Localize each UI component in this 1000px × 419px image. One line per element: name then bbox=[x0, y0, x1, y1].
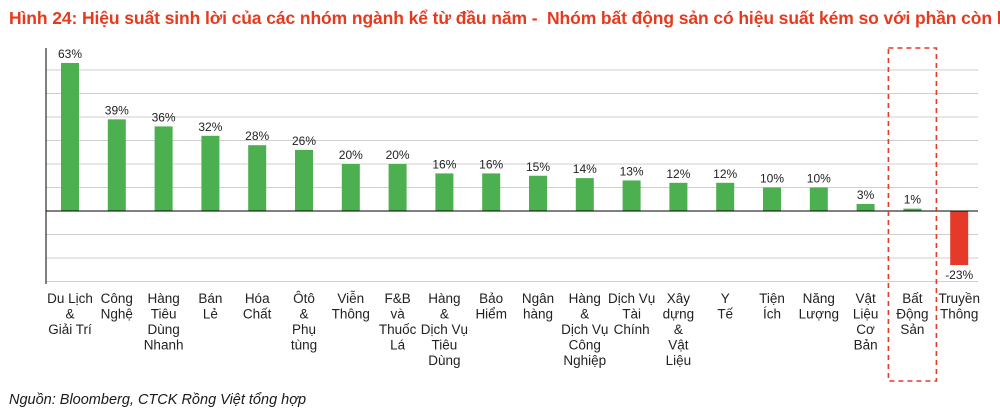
bar bbox=[950, 211, 969, 266]
value-label: 63% bbox=[58, 47, 82, 61]
category-label: Bán Lẻ bbox=[198, 291, 222, 322]
value-label: 14% bbox=[573, 162, 597, 176]
gridlines bbox=[46, 69, 978, 282]
chart-title: Hình 24: Hiệu suất sinh lời của các nhóm… bbox=[9, 8, 1000, 28]
value-label: -23% bbox=[945, 268, 973, 282]
category-label: Xây dựng & Vật Liệu bbox=[663, 291, 695, 368]
category-label: Ôtô & Phụ tùng bbox=[291, 291, 317, 353]
category-label: Tiện Ích bbox=[759, 291, 785, 322]
value-label: 12% bbox=[713, 167, 737, 181]
value-label: 36% bbox=[152, 110, 176, 124]
value-label: 20% bbox=[339, 148, 363, 162]
bar bbox=[154, 126, 173, 211]
category-label: Du Lịch & Giải Trí bbox=[47, 291, 93, 337]
bar bbox=[107, 119, 126, 211]
value-label: 3% bbox=[857, 188, 875, 202]
axes bbox=[45, 48, 978, 284]
category-label: Y Tế bbox=[717, 291, 733, 322]
value-label: 10% bbox=[807, 172, 831, 186]
value-label: 39% bbox=[105, 103, 129, 117]
highlight-box bbox=[887, 47, 938, 382]
value-label: 16% bbox=[479, 157, 503, 171]
bar bbox=[341, 164, 360, 211]
bar bbox=[201, 135, 220, 211]
category-label: Công Nghệ bbox=[101, 291, 133, 322]
category-label: Vật Liệu Cơ Bản bbox=[853, 291, 879, 353]
bar bbox=[903, 208, 922, 211]
category-label: Bảo Hiểm bbox=[475, 291, 507, 322]
bar bbox=[622, 180, 641, 211]
bar bbox=[61, 62, 79, 212]
chart-source: Nguồn: Bloomberg, CTCK Rồng Việt tổng hợ… bbox=[9, 392, 307, 408]
bar bbox=[763, 187, 781, 211]
bar bbox=[575, 178, 594, 211]
category-label: Ngân hàng bbox=[522, 291, 554, 322]
value-label: 15% bbox=[526, 160, 550, 174]
bar bbox=[482, 173, 501, 211]
value-labels: 63% 39% 36% 32% 28% 26% 20% 20% 16% 16% 15% 14% 13% 1… bbox=[58, 47, 974, 282]
bar bbox=[248, 145, 267, 211]
bar bbox=[856, 203, 875, 211]
category-label: Viễn Thông bbox=[332, 291, 370, 322]
value-label: 20% bbox=[386, 148, 410, 162]
bars bbox=[61, 62, 969, 266]
highlight-dashed-box bbox=[887, 47, 938, 382]
bar bbox=[435, 173, 454, 211]
bar bbox=[388, 164, 407, 211]
bar bbox=[295, 149, 313, 211]
bar bbox=[809, 187, 828, 211]
value-label: 12% bbox=[666, 167, 690, 181]
value-label: 13% bbox=[620, 164, 644, 178]
category-label: Hóa Chất bbox=[243, 291, 272, 322]
bar bbox=[529, 175, 547, 211]
category-label: Bất Động Sản bbox=[896, 291, 928, 337]
bar bbox=[716, 182, 735, 211]
category-label: Dịch Vụ Tài Chính bbox=[608, 291, 655, 337]
category-label: Hàng & Dịch Vụ Tiêu Dùng bbox=[421, 291, 468, 368]
value-label: 10% bbox=[760, 172, 784, 186]
value-label: 1% bbox=[904, 193, 922, 207]
value-label: 26% bbox=[292, 134, 316, 148]
category-label: Hàng Tiêu Dùng Nhanh bbox=[144, 291, 184, 353]
value-label: 32% bbox=[198, 120, 222, 134]
value-label: 16% bbox=[432, 157, 456, 171]
category-label: Hàng & Dịch Vụ Công Nghiệp bbox=[561, 291, 608, 368]
bar bbox=[669, 182, 688, 211]
category-label: F&B và Thuốc Lá bbox=[379, 291, 417, 353]
category-labels: Du Lịch & Giải Trí Công Nghệ Hàng Tiêu Dùng Nhan… bbox=[47, 291, 980, 368]
category-label: Năng Lượng bbox=[799, 291, 839, 322]
value-label: 28% bbox=[245, 129, 269, 143]
category-label: Truyền Thông bbox=[938, 291, 980, 322]
